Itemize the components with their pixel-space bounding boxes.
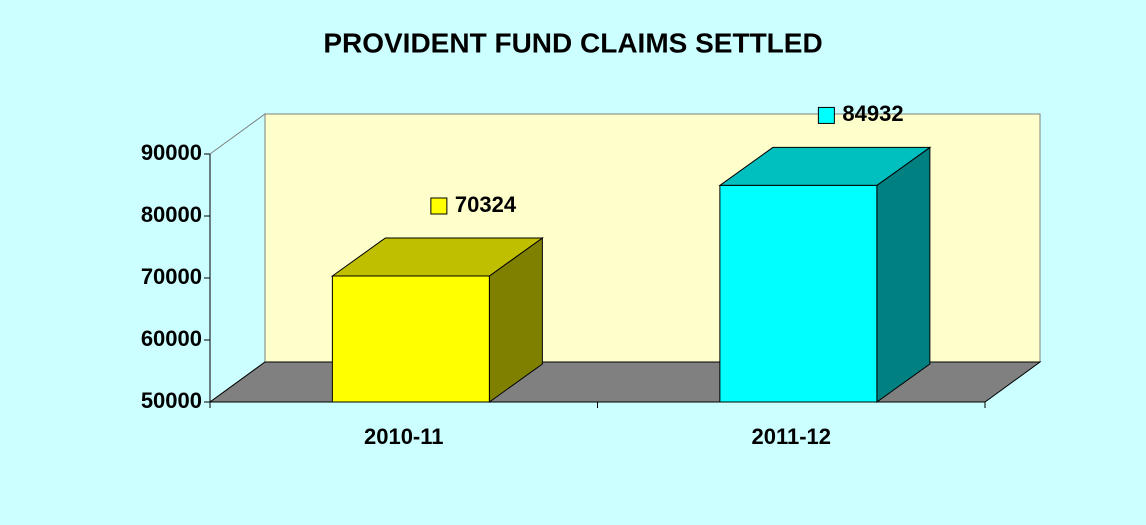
bar xyxy=(331,275,490,403)
x-tick-label: 2011-12 xyxy=(751,424,831,449)
bar xyxy=(719,184,878,403)
y-tick-label: 70000 xyxy=(141,264,202,289)
chart-title: PROVIDENT FUND CLAIMS SETTLED xyxy=(323,27,822,58)
y-tick-label: 60000 xyxy=(141,326,202,351)
value-label-key xyxy=(430,197,448,215)
value-label: 70324 xyxy=(455,192,517,217)
value-label: 84932 xyxy=(842,101,903,126)
y-tick-label: 90000 xyxy=(141,140,202,165)
y-tick-label: 50000 xyxy=(141,388,202,413)
value-label-key xyxy=(817,106,835,124)
x-tick-label: 2010-11 xyxy=(364,424,444,449)
bar-side xyxy=(876,146,931,403)
side-wall xyxy=(209,113,266,403)
y-tick-label: 80000 xyxy=(141,202,202,227)
